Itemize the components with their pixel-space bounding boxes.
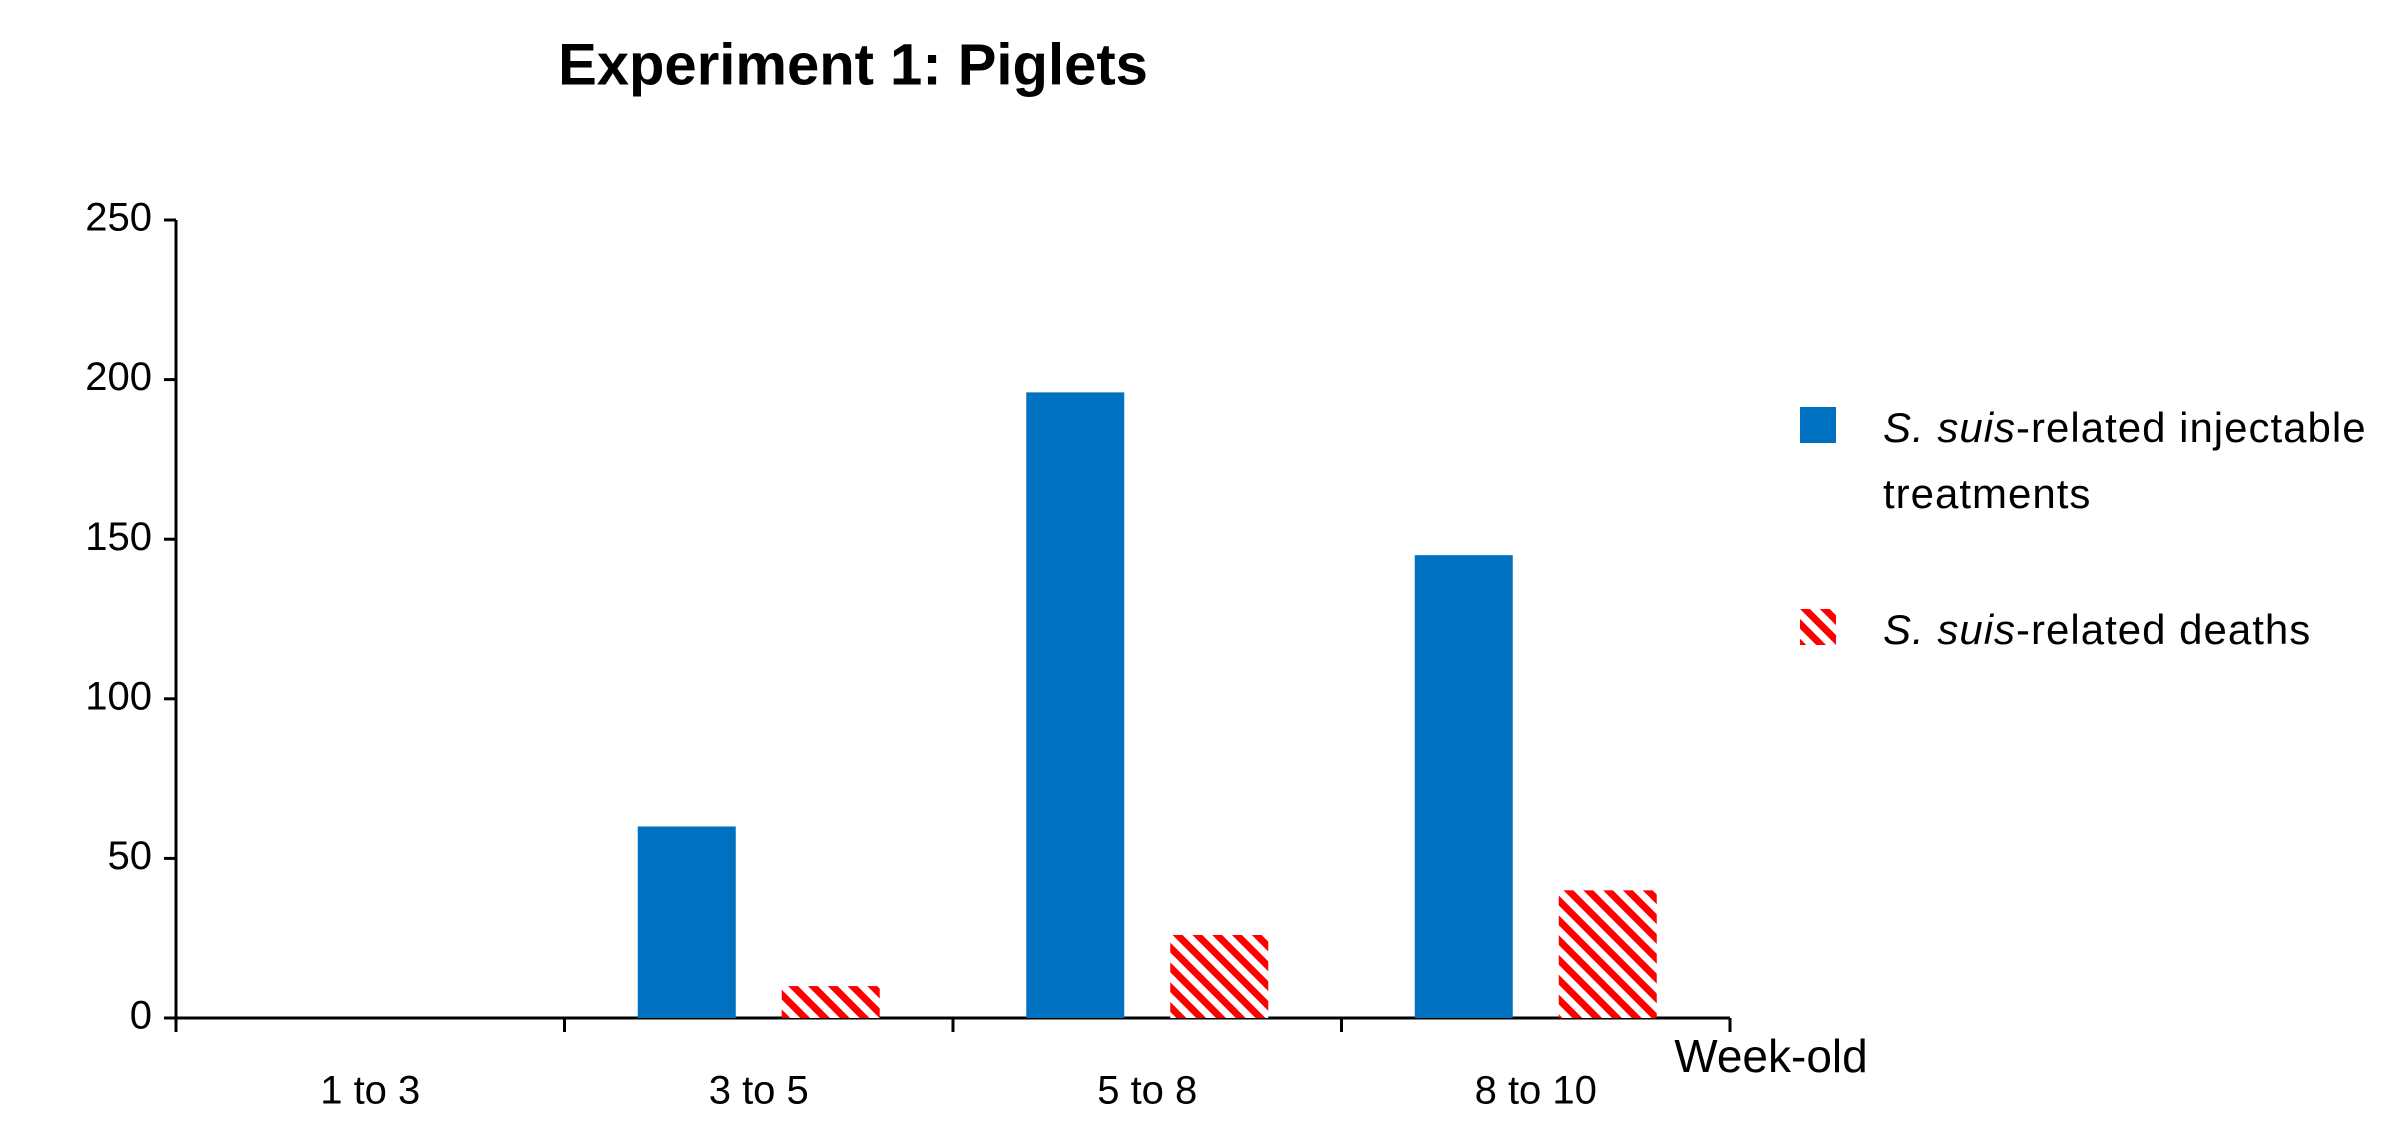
bar [1414, 555, 1513, 1018]
legend-swatch [1800, 407, 1836, 443]
legend: S. suis-related injectable treatments S. … [1800, 395, 2380, 733]
bar [781, 986, 880, 1018]
bar [1026, 392, 1125, 1018]
legend-label: S. suis-related deaths [1883, 606, 2312, 653]
y-tick-label: 150 [85, 515, 152, 559]
y-tick-label: 0 [130, 994, 152, 1038]
x-tick-label: 1 to 3 [320, 1069, 420, 1113]
x-axis-label: Week-old [1674, 1030, 1867, 1082]
x-tick-label: 8 to 10 [1475, 1069, 1597, 1113]
bar [1170, 935, 1269, 1018]
legend-swatch [1800, 609, 1836, 645]
legend-item: S. suis-related deaths [1800, 597, 2380, 663]
bar [637, 826, 736, 1018]
y-tick-label: 250 [85, 196, 152, 240]
y-tick-label: 200 [85, 355, 152, 399]
x-tick-label: 3 to 5 [709, 1069, 809, 1113]
legend-item: S. suis-related injectable treatments [1800, 395, 2380, 527]
legend-label: S. suis-related injectable treatments [1883, 404, 2367, 517]
y-tick-label: 100 [85, 674, 152, 718]
x-tick-label: 5 to 8 [1097, 1069, 1197, 1113]
y-tick-label: 50 [108, 834, 153, 878]
chart-title: Experiment 1: Piglets [558, 32, 1148, 97]
bar [1558, 890, 1657, 1018]
